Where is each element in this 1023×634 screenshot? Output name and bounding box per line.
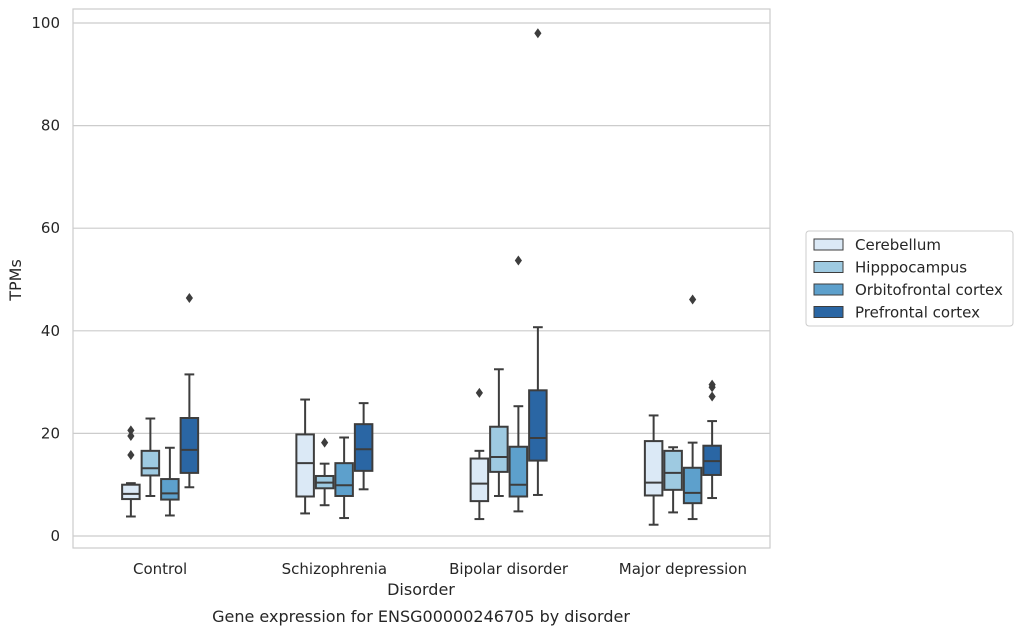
box <box>160 446 180 517</box>
box-iqr <box>469 457 490 503</box>
box-iqr <box>121 483 141 501</box>
box <box>663 446 683 514</box>
x-axis-label: Disorder <box>387 580 455 599</box>
outlier-marker <box>127 425 135 436</box>
x-tick-label: Bipolar disorder <box>449 560 569 578</box>
y-axis-label: TPMs <box>6 259 25 302</box>
y-tick-labels: 0 20 40 60 80 100 <box>31 14 60 545</box>
y-tick-label: 0 <box>50 527 60 545</box>
outlier-marker <box>127 449 135 460</box>
outlier-marker <box>321 437 329 448</box>
chart-caption: Gene expression for ENSG00000246705 by d… <box>212 607 630 626</box>
box-iqr <box>140 449 161 477</box>
outlier-marker <box>534 28 542 39</box>
box-iqr <box>295 433 315 498</box>
outlier-marker <box>708 379 716 390</box>
legend-label: Orbitofrontal cortex <box>855 281 1003 299</box>
box <box>140 417 161 497</box>
box-iqr <box>179 417 200 474</box>
outlier-marker <box>689 294 697 305</box>
y-tick-label: 60 <box>41 219 60 237</box>
box-iqr <box>528 389 548 462</box>
legend-label: Cerebellum <box>855 236 941 254</box>
x-tick-label: Major depression <box>619 560 747 578</box>
box <box>528 28 548 496</box>
box <box>508 255 529 513</box>
outlier-marker <box>514 255 522 266</box>
legend-label: Prefrontal cortex <box>855 304 980 322</box>
y-tick-label: 40 <box>41 322 60 340</box>
box-iqr <box>663 449 683 491</box>
box <box>469 387 490 521</box>
legend: Cerebellum Hipppocampus Orbitofrontal cort… <box>805 230 1014 327</box>
legend-swatch <box>813 238 844 251</box>
box-iqr <box>334 462 354 497</box>
outlier-marker <box>708 391 716 402</box>
box <box>353 402 374 491</box>
legend-frame <box>805 230 1014 327</box>
legend-swatch <box>813 261 844 273</box>
legend-label: Hipppocampus <box>855 259 967 277</box>
box <box>179 292 200 489</box>
box-iqr <box>489 425 509 473</box>
legend-swatch <box>813 306 844 318</box>
box <box>314 437 335 507</box>
box-groups <box>121 28 722 526</box>
outlier-marker <box>127 430 135 441</box>
box-iqr <box>160 478 180 501</box>
box <box>295 398 315 515</box>
x-tick-label: Control <box>133 560 187 578</box>
y-tick-label: 20 <box>41 424 60 442</box>
box-iqr <box>643 440 664 497</box>
box-iqr <box>508 445 529 498</box>
outlier-marker <box>475 387 483 398</box>
legend-swatch <box>813 283 844 296</box>
y-tick-label: 80 <box>41 117 60 135</box>
box-iqr <box>682 466 703 505</box>
box <box>121 425 141 518</box>
box <box>643 414 664 526</box>
x-tick-labels: Control Schizophrenia Bipolar disorder Majo… <box>133 560 747 578</box>
box <box>334 436 354 520</box>
x-tick-label: Schizophrenia <box>282 560 387 578</box>
box <box>682 294 703 521</box>
box <box>702 379 722 500</box>
box-iqr <box>353 423 374 472</box>
box <box>489 368 509 497</box>
outlier-marker <box>185 292 193 303</box>
y-tick-label: 100 <box>31 14 60 32</box>
